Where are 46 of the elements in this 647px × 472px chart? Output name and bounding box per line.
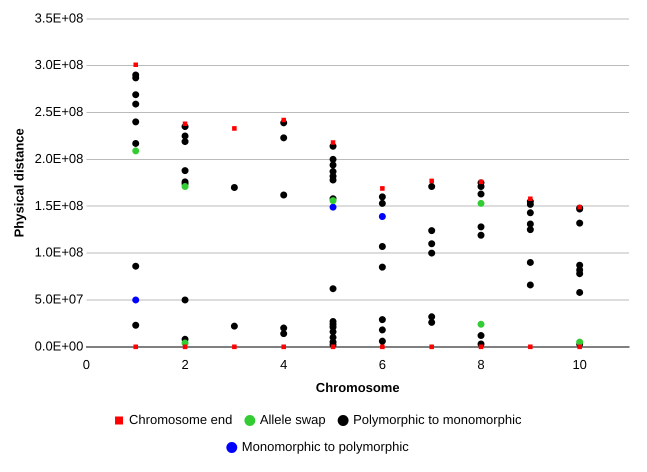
point bbox=[330, 140, 336, 145]
point bbox=[281, 344, 286, 350]
point bbox=[132, 147, 140, 154]
y-axis-title: Physical distance bbox=[11, 128, 26, 238]
x-tick-label: 0 bbox=[82, 357, 90, 372]
y-tick-label: 2.0E+08 bbox=[34, 150, 84, 166]
y-tick-label: 1.0E+08 bbox=[34, 244, 84, 260]
x-tick-label: 6 bbox=[378, 357, 386, 372]
point bbox=[429, 344, 434, 350]
point bbox=[232, 126, 237, 131]
y-tick-label: 5.0E+07 bbox=[34, 292, 84, 307]
point bbox=[478, 344, 484, 350]
point bbox=[132, 296, 140, 304]
y-tick-label: 3.5E+08 bbox=[34, 10, 84, 26]
legend-label: Chromosome end bbox=[129, 412, 232, 428]
x-axis-title: Chromosome bbox=[316, 380, 400, 395]
point bbox=[378, 213, 386, 220]
point bbox=[133, 344, 138, 350]
point bbox=[232, 344, 237, 350]
x-tick-label: 10 bbox=[572, 357, 587, 372]
point bbox=[182, 183, 189, 190]
y-tick-label: 3.0E+08 bbox=[34, 57, 84, 72]
point bbox=[528, 196, 533, 201]
point bbox=[478, 320, 485, 328]
x-tick-label: 8 bbox=[477, 357, 485, 372]
point bbox=[182, 121, 188, 126]
point bbox=[577, 344, 582, 350]
point bbox=[577, 204, 582, 210]
point bbox=[133, 62, 138, 67]
x-tick-label: 4 bbox=[280, 357, 288, 372]
y-tick-label: 1.5E+08 bbox=[34, 198, 84, 213]
x-tick-label: 2 bbox=[181, 357, 189, 372]
point bbox=[380, 186, 385, 191]
y-tick-label: 2.5E+08 bbox=[34, 104, 84, 120]
legend-label: Polymorphic to monomorphic bbox=[353, 412, 522, 428]
point bbox=[380, 344, 385, 350]
point bbox=[330, 204, 337, 211]
point bbox=[429, 178, 434, 184]
legend-label: Monomorphic to polymorphic bbox=[242, 439, 410, 454]
point bbox=[478, 200, 485, 207]
point bbox=[281, 118, 286, 122]
legend-label: Allele swap bbox=[260, 412, 326, 428]
point bbox=[528, 344, 533, 350]
y-tick-label: 0.0E+00 bbox=[34, 338, 84, 354]
point bbox=[330, 344, 336, 350]
point bbox=[182, 344, 188, 350]
